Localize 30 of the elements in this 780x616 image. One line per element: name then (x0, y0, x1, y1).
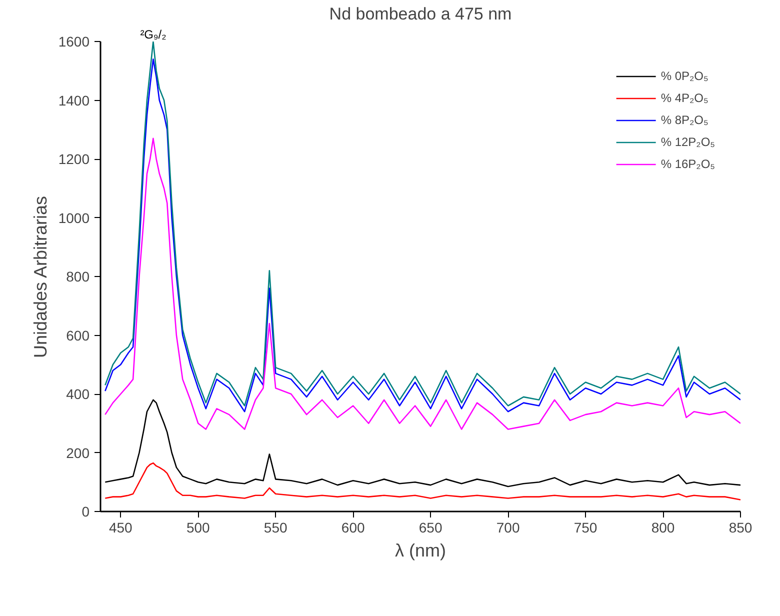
x-tick-label: 750 (574, 520, 598, 536)
x-tick-label: 850 (728, 520, 752, 536)
legend-label: % 8P₂O₅ (660, 113, 708, 127)
line-series (104, 138, 740, 430)
line-series (104, 399, 740, 488)
y-axis-title: Unidades Arbitrarias (30, 196, 50, 358)
x-tick-label: 550 (264, 520, 288, 536)
x-tick-label: 800 (651, 520, 675, 536)
x-tick-label: 600 (341, 520, 365, 536)
y-tick-label: 0 (82, 504, 90, 520)
line-series (104, 462, 740, 500)
y-tick-label: 600 (66, 327, 90, 344)
y-tick-label: 200 (66, 444, 90, 461)
x-tick-label: 650 (418, 520, 442, 536)
x-tick-label: 500 (186, 520, 210, 536)
legend-label: % 4P₂O₅ (660, 91, 708, 105)
chart-title: Nd bombeado a 475 nm (329, 4, 512, 24)
legend-label: % 0P₂O₅ (660, 69, 708, 83)
legend-label: % 16P₂O₅ (660, 157, 715, 171)
y-tick-label: 1000 (58, 210, 90, 226)
y-tick-label: 400 (66, 386, 90, 402)
x-tick-label: 700 (496, 520, 520, 536)
annotation: ²G₉/₂ (140, 28, 167, 42)
y-tick-label: 1600 (58, 34, 90, 50)
y-tick-label: 1200 (58, 151, 90, 167)
y-tick-label: 1400 (58, 92, 90, 108)
y-tick-label: 800 (66, 268, 90, 284)
x-tick-label: 450 (108, 520, 133, 536)
legend-label: % 12P₂O₅ (660, 135, 715, 149)
x-axis-title: λ (nm) (395, 540, 446, 560)
